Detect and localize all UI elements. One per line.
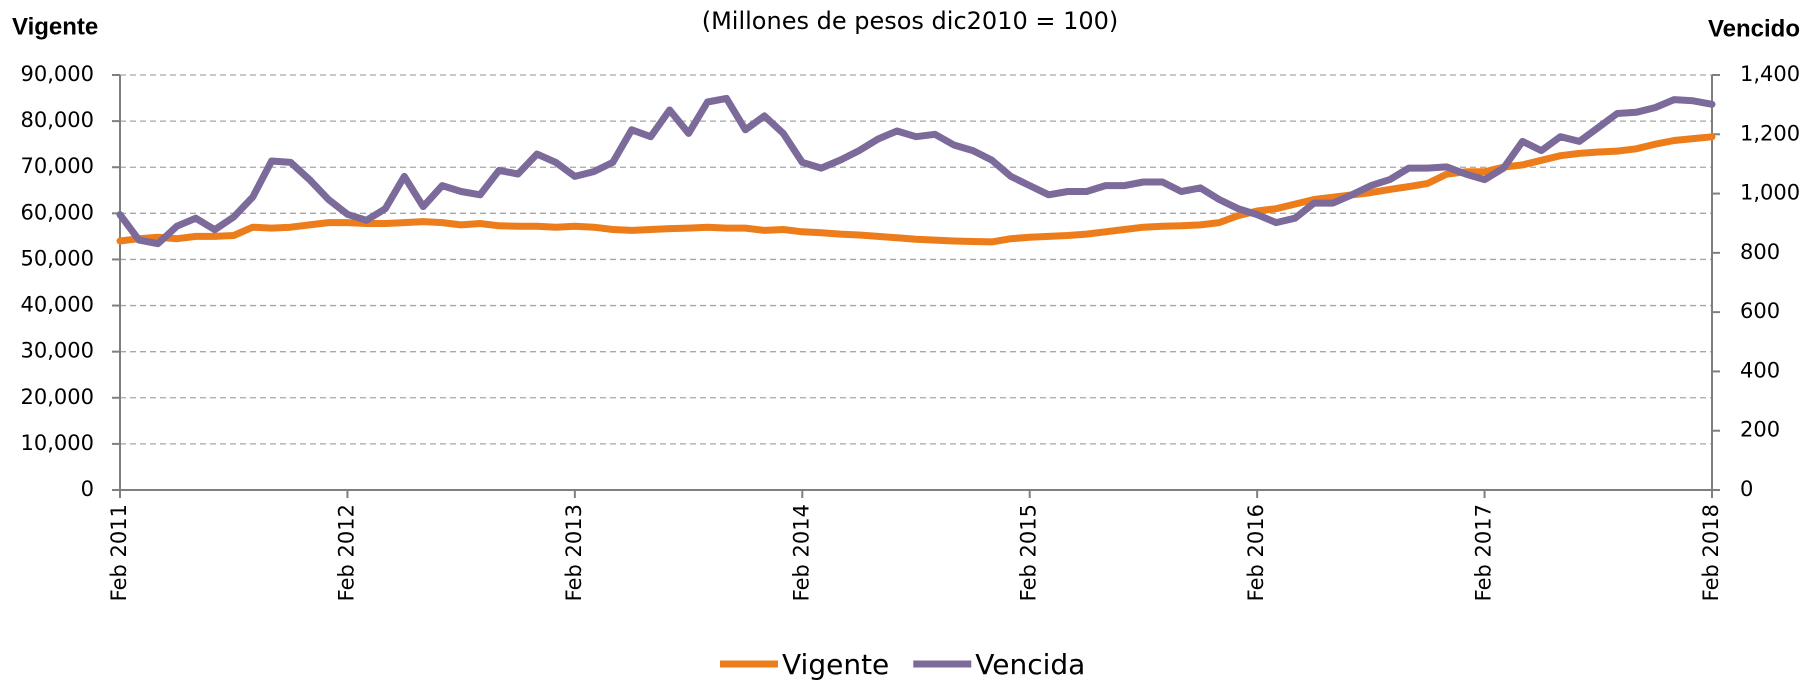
series-line bbox=[116, 94, 1716, 248]
y-tick-label: 60,000 bbox=[21, 200, 94, 224]
y-tick-label: 10,000 bbox=[21, 431, 94, 455]
y-tick-label: 50,000 bbox=[21, 246, 94, 270]
series-line bbox=[116, 133, 1716, 246]
y-tick-label: 90,000 bbox=[21, 62, 94, 86]
x-tick-label: Feb 2015 bbox=[1017, 504, 1041, 601]
x-tick-label: Feb 2018 bbox=[1699, 504, 1723, 601]
y-tick-label: 80,000 bbox=[21, 108, 94, 132]
x-tick-label: Feb 2017 bbox=[1472, 504, 1496, 601]
x-tick-label: Feb 2012 bbox=[334, 504, 358, 601]
y2-tick-label: 800 bbox=[1740, 240, 1780, 264]
y2-tick-label: 1,200 bbox=[1740, 121, 1800, 145]
legend-label: Vencida bbox=[975, 648, 1085, 681]
y-axis-title: Vigente bbox=[12, 13, 98, 40]
chart-subtitle: (Millones de pesos dic2010 = 100) bbox=[702, 7, 1119, 35]
y-tick-label: 70,000 bbox=[21, 154, 94, 178]
x-tick-label: Feb 2013 bbox=[562, 504, 586, 601]
y2-tick-label: 600 bbox=[1740, 299, 1780, 323]
y-tick-label: 30,000 bbox=[21, 339, 94, 363]
y2-tick-label: 200 bbox=[1740, 418, 1780, 442]
y-tick-label: 40,000 bbox=[21, 293, 94, 317]
y2-tick-label: 1,400 bbox=[1740, 62, 1800, 86]
y2-tick-label: 400 bbox=[1740, 358, 1780, 382]
y2-axis-title: Vencido bbox=[1708, 15, 1800, 42]
y-tick-label: 20,000 bbox=[21, 385, 94, 409]
y2-tick-label: 1,000 bbox=[1740, 181, 1800, 205]
x-tick-label: Feb 2011 bbox=[107, 504, 131, 601]
x-tick-label: Feb 2014 bbox=[789, 504, 813, 601]
legend-label: Vigente bbox=[782, 648, 889, 681]
x-tick-label: Feb 2016 bbox=[1244, 504, 1268, 601]
y-tick-label: 0 bbox=[81, 477, 94, 501]
y2-tick-label: 0 bbox=[1740, 477, 1753, 501]
